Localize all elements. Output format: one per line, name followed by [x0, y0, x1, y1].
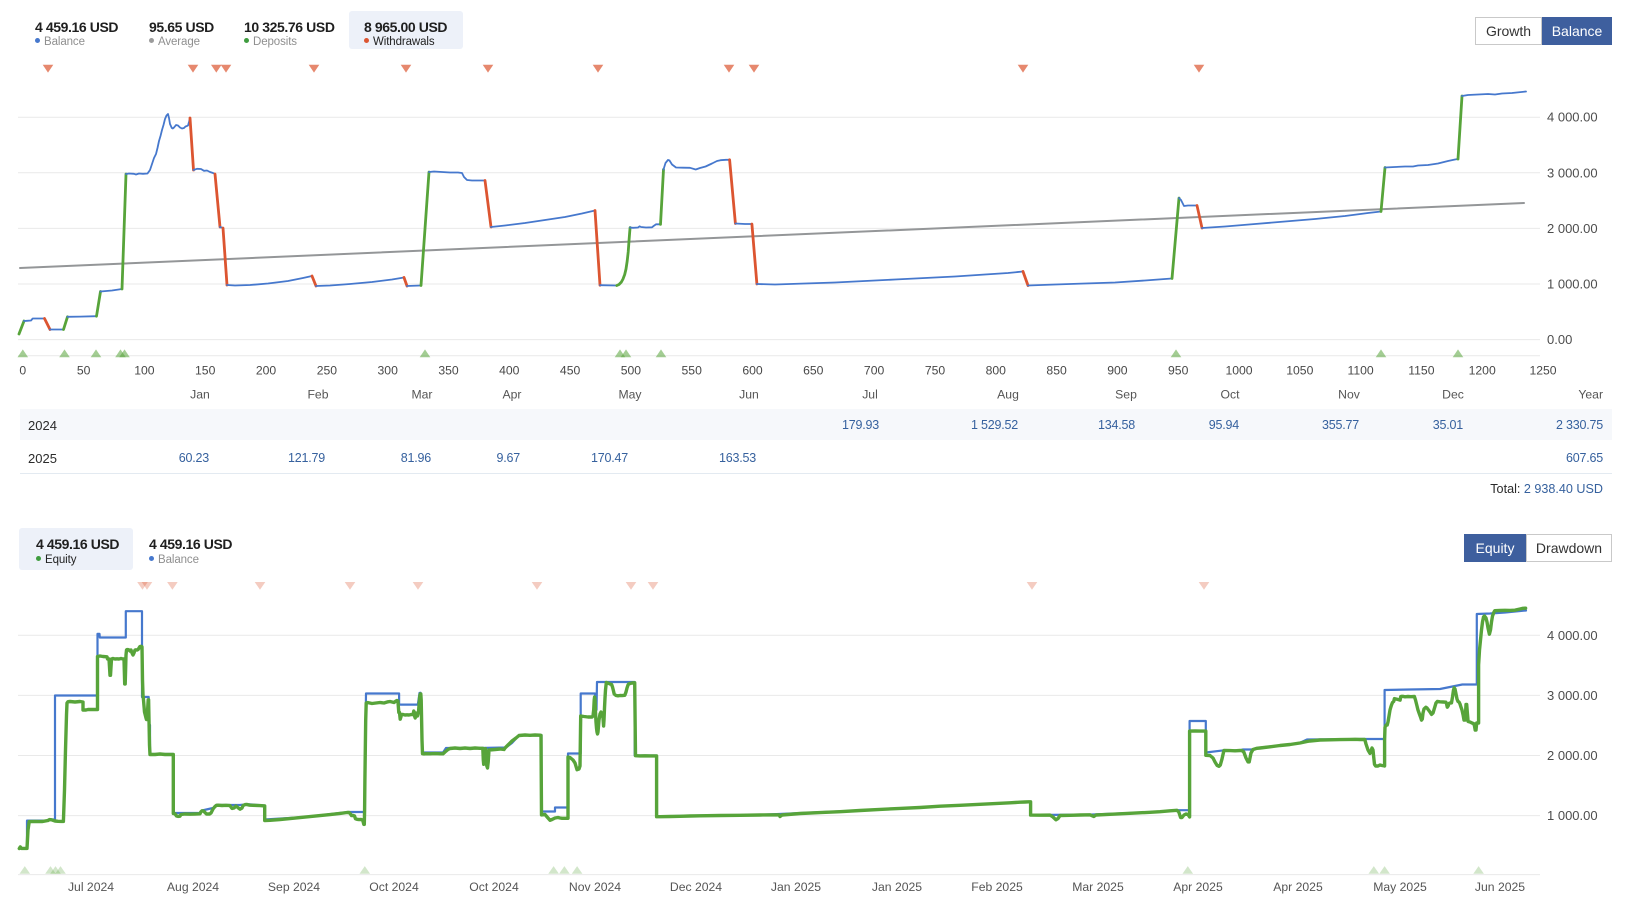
- svg-text:2 000.00: 2 000.00: [1547, 221, 1598, 236]
- svg-text:Apr 2025: Apr 2025: [1273, 880, 1323, 894]
- svg-text:4 000.00: 4 000.00: [1547, 110, 1598, 125]
- svg-text:300: 300: [378, 364, 399, 378]
- svg-text:500: 500: [621, 364, 642, 378]
- svg-text:1100: 1100: [1347, 364, 1373, 378]
- svg-text:600: 600: [742, 364, 763, 378]
- svg-text:May 2025: May 2025: [1373, 880, 1427, 894]
- svg-text:900: 900: [1107, 364, 1128, 378]
- svg-text:Jul 2024: Jul 2024: [68, 880, 114, 894]
- svg-text:3 000.00: 3 000.00: [1547, 688, 1598, 703]
- svg-text:1150: 1150: [1408, 364, 1434, 378]
- svg-text:1200: 1200: [1469, 364, 1496, 378]
- svg-text:May: May: [618, 388, 642, 402]
- svg-text:1 000.00: 1 000.00: [1547, 808, 1598, 823]
- svg-text:1000: 1000: [1225, 364, 1252, 378]
- svg-text:Jul: Jul: [862, 388, 878, 402]
- svg-text:Mar 2025: Mar 2025: [1072, 880, 1124, 894]
- svg-text:Oct 2024: Oct 2024: [369, 880, 419, 894]
- svg-text:0.00: 0.00: [1547, 332, 1572, 347]
- svg-text:1050: 1050: [1286, 364, 1313, 378]
- svg-text:4 000.00: 4 000.00: [1547, 628, 1598, 643]
- svg-text:3 000.00: 3 000.00: [1547, 165, 1598, 180]
- svg-text:350: 350: [438, 364, 459, 378]
- svg-text:700: 700: [864, 364, 885, 378]
- svg-text:950: 950: [1168, 364, 1189, 378]
- svg-text:400: 400: [499, 364, 520, 378]
- svg-text:Jun 2025: Jun 2025: [1475, 880, 1525, 894]
- svg-text:Apr 2025: Apr 2025: [1173, 880, 1223, 894]
- svg-text:Dec: Dec: [1442, 388, 1464, 402]
- svg-text:Jan 2025: Jan 2025: [872, 880, 922, 894]
- svg-text:Dec 2024: Dec 2024: [670, 880, 722, 894]
- svg-text:250: 250: [317, 364, 338, 378]
- svg-text:150: 150: [195, 364, 216, 378]
- svg-text:Oct 2024: Oct 2024: [469, 880, 519, 894]
- svg-text:Mar: Mar: [412, 388, 433, 402]
- svg-text:Jun: Jun: [739, 388, 759, 402]
- svg-text:1 000.00: 1 000.00: [1547, 277, 1598, 292]
- svg-text:Aug: Aug: [997, 388, 1019, 402]
- svg-text:Nov: Nov: [1338, 388, 1361, 402]
- svg-text:2 000.00: 2 000.00: [1547, 748, 1598, 763]
- svg-text:650: 650: [803, 364, 824, 378]
- svg-text:Apr: Apr: [503, 388, 522, 402]
- svg-text:Feb 2025: Feb 2025: [971, 880, 1023, 894]
- svg-text:Sep 2024: Sep 2024: [268, 880, 320, 894]
- svg-text:200: 200: [256, 364, 277, 378]
- svg-text:750: 750: [925, 364, 946, 378]
- svg-text:450: 450: [560, 364, 581, 378]
- svg-text:Jan: Jan: [190, 388, 210, 402]
- svg-text:Feb: Feb: [307, 388, 328, 402]
- svg-text:Jan 2025: Jan 2025: [771, 880, 821, 894]
- svg-text:100: 100: [134, 364, 155, 378]
- svg-text:Year: Year: [1578, 388, 1603, 402]
- svg-text:550: 550: [682, 364, 703, 378]
- svg-text:Aug 2024: Aug 2024: [167, 880, 219, 894]
- svg-text:50: 50: [77, 364, 91, 378]
- svg-text:850: 850: [1046, 364, 1067, 378]
- svg-text:1250: 1250: [1529, 364, 1556, 378]
- svg-text:Oct: Oct: [1221, 388, 1241, 402]
- svg-text:0: 0: [19, 364, 26, 378]
- svg-text:Nov 2024: Nov 2024: [569, 880, 621, 894]
- svg-text:Sep: Sep: [1115, 388, 1137, 402]
- svg-text:800: 800: [986, 364, 1007, 378]
